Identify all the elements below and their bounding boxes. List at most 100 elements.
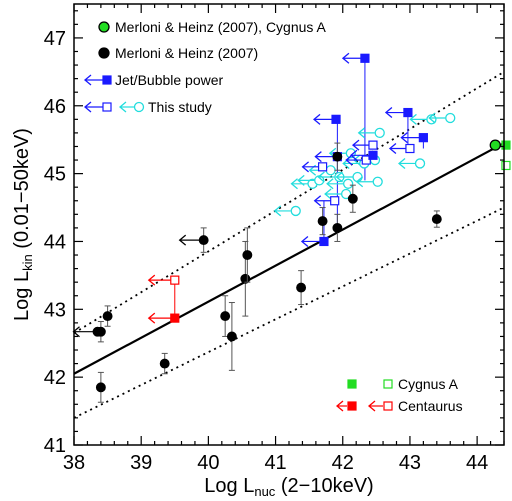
study-circle bbox=[372, 176, 383, 187]
legend-study-cyan-circle bbox=[133, 101, 145, 113]
legend-jet-arrow bbox=[83, 74, 103, 86]
jet-filled-arrow bbox=[384, 107, 404, 119]
merloni-limit-arrow bbox=[72, 326, 94, 338]
x-axis-title-tail: (2−10keV) bbox=[275, 475, 373, 497]
study-arrow-head bbox=[428, 112, 436, 124]
fit-line bbox=[73, 142, 505, 375]
jet-open-arrow-head bbox=[351, 139, 360, 151]
y-tick-label: 42 bbox=[44, 367, 66, 389]
study-circle bbox=[374, 127, 385, 139]
y-tick-label: 44 bbox=[44, 231, 66, 253]
study-arrow bbox=[297, 174, 315, 186]
jet-open-arrow-head bbox=[301, 161, 310, 173]
jet-filled-arrow-head bbox=[341, 52, 350, 64]
study-arrow-head bbox=[335, 171, 343, 183]
study-arrow-head bbox=[409, 113, 417, 125]
jet-open-arrow bbox=[351, 139, 369, 151]
legend-study-blue-square bbox=[102, 102, 112, 112]
study-arrow bbox=[317, 171, 335, 183]
x-tick-label: 40 bbox=[197, 452, 219, 474]
merloni-point bbox=[220, 311, 231, 322]
x-axis-title-main: Log L bbox=[204, 475, 254, 497]
merloni-point bbox=[347, 193, 358, 204]
jet-filled-arrow-head bbox=[400, 132, 408, 144]
study-circle bbox=[352, 171, 363, 183]
x-tick-label: 38 bbox=[63, 452, 85, 474]
study-arrow bbox=[428, 112, 446, 124]
jet-filled-arrow-head bbox=[300, 235, 309, 247]
merloni-point bbox=[102, 311, 113, 322]
legend-label-jet: Jet/Bubble power bbox=[115, 72, 224, 88]
merloni-point bbox=[159, 358, 170, 369]
study-arrow bbox=[273, 205, 291, 217]
confidence-lower-line bbox=[73, 206, 505, 419]
jet-open-arrow-head bbox=[345, 154, 353, 166]
jet-filled-arrow bbox=[314, 151, 334, 163]
study-circle bbox=[414, 158, 426, 169]
jet-open-arrow bbox=[345, 154, 363, 166]
merloni-point bbox=[332, 151, 343, 162]
study-arrow-head bbox=[355, 176, 364, 188]
x-tick-label: 39 bbox=[130, 452, 152, 474]
study-arrow-head bbox=[398, 157, 406, 169]
cygnus-a-merloni-point bbox=[489, 139, 501, 151]
merloni-limit-arrow-head bbox=[178, 234, 187, 246]
legend-study-cyan-arrow-head bbox=[118, 101, 127, 113]
merloni-point bbox=[332, 222, 343, 233]
legend-merloni-marker bbox=[98, 47, 110, 59]
jet-filled-arrow-head bbox=[384, 107, 393, 119]
legend-label-cygnus: Cygnus A bbox=[398, 376, 459, 392]
jet-filled-square bbox=[331, 114, 341, 124]
legend-centaurus-open-arrow-head bbox=[367, 400, 376, 412]
jet-filled-square bbox=[403, 107, 413, 118]
study-arrow-head bbox=[326, 178, 334, 190]
cygnus-a-jet-filled bbox=[501, 140, 511, 150]
study-arrow bbox=[357, 127, 375, 139]
merloni-point bbox=[431, 214, 442, 225]
centaurus-open-arrow bbox=[147, 274, 171, 286]
legend-jet-square bbox=[102, 75, 112, 85]
study-arrow bbox=[409, 113, 427, 125]
jet-filled-arrow bbox=[313, 113, 333, 125]
merloni-point bbox=[317, 216, 328, 227]
jet-filled-square bbox=[360, 53, 370, 63]
study-circle bbox=[325, 165, 336, 176]
legend-label-centaurus: Centaurus bbox=[398, 398, 463, 414]
study-arrow-head bbox=[357, 127, 366, 139]
study-arrow bbox=[355, 176, 373, 188]
legend-centaurus-filled-arrow bbox=[335, 400, 347, 412]
study-arrow-head bbox=[290, 178, 298, 190]
jet-open-arrow bbox=[388, 143, 406, 155]
cygnus-a-jet-open bbox=[501, 160, 511, 171]
merloni-point bbox=[296, 282, 307, 293]
jet-filled-arrow bbox=[341, 52, 361, 64]
x-tick-label: 42 bbox=[332, 452, 354, 474]
y-axis-title-tail: (0.01−50keV) bbox=[11, 128, 33, 254]
study-arrow bbox=[326, 178, 344, 190]
study-circle bbox=[342, 178, 354, 189]
study-arrow-head bbox=[317, 171, 325, 183]
x-tick-label: 41 bbox=[264, 452, 286, 474]
jet-open-square bbox=[361, 155, 371, 165]
study-arrow bbox=[398, 157, 416, 169]
centaurus-open-arrow-head bbox=[147, 274, 156, 286]
jet-open-square bbox=[405, 143, 415, 154]
centaurus-filled-square bbox=[170, 313, 180, 323]
study-circle bbox=[290, 205, 301, 217]
legend-study-blue-arrow bbox=[83, 101, 103, 113]
study-arrow-head bbox=[324, 188, 332, 200]
jet-filled-arrow bbox=[300, 235, 320, 247]
jet-open-arrow-head bbox=[388, 143, 397, 155]
centaurus-filled-arrow-head bbox=[147, 312, 156, 324]
study-circle bbox=[445, 112, 456, 124]
jet-open-square bbox=[368, 140, 378, 150]
jet-open-arrow bbox=[301, 161, 319, 173]
legend-label-cygnus-merloni: Merloni & Heinz (2007), Cygnus A bbox=[115, 19, 327, 35]
y-axis-title-sub: kin bbox=[20, 254, 35, 271]
study-arrow bbox=[324, 188, 342, 200]
x-tick-label: 43 bbox=[399, 452, 421, 474]
legend-label-study: This study bbox=[148, 99, 212, 115]
jet-filled-square bbox=[368, 150, 378, 160]
y-tick-label: 43 bbox=[44, 299, 66, 321]
